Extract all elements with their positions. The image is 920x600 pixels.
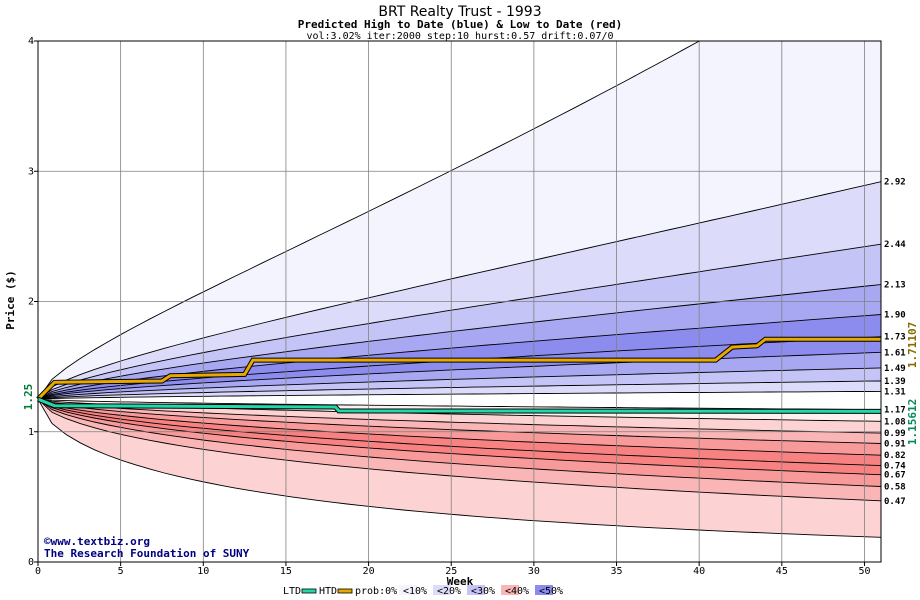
ltd-series-line xyxy=(37,397,882,413)
legend-swatch xyxy=(501,585,519,595)
x-tick-label: 0 xyxy=(35,566,41,577)
y-axis-label: Price ($) xyxy=(4,270,17,330)
x-tick-label: 10 xyxy=(197,566,209,577)
watermark-line-2: The Research Foundation of SUNY xyxy=(44,547,250,560)
right-value-label: 2.44 xyxy=(884,240,906,250)
right-value-label: 2.92 xyxy=(884,178,906,188)
right-value-label: 1.39 xyxy=(884,377,906,387)
htd-series-line xyxy=(36,337,881,401)
high-quantile-line-6 xyxy=(38,351,881,400)
right-value-label: 1.61 xyxy=(884,348,906,358)
high-band-3 xyxy=(38,284,881,400)
x-tick-label: 20 xyxy=(363,566,375,577)
legend-label: <10% xyxy=(403,586,427,597)
high-band-4 xyxy=(38,314,881,400)
right-value-label: 1.73 xyxy=(884,333,906,343)
axes: 0 5 10 15 20 25 30 35 40 45 50 0 1 2 3 4 2.92 2.44 2.13 1.9… xyxy=(28,36,906,577)
low-band-5 xyxy=(38,399,881,475)
chart-title: BRT Realty Trust - 1993 xyxy=(378,4,541,20)
high-band-2 xyxy=(38,244,881,400)
right-value-label: 0.91 xyxy=(884,439,906,449)
right-value-label: 1.31 xyxy=(884,387,906,397)
high-quantile-line-7 xyxy=(38,367,881,400)
high-band-6 xyxy=(38,352,881,400)
right-value-label: 1.49 xyxy=(884,364,906,374)
legend-label: <30% xyxy=(471,586,495,597)
legend-label: LTD xyxy=(283,586,301,597)
probability-bands xyxy=(38,41,881,538)
low-band-8 xyxy=(38,399,881,538)
legend-label: HTD xyxy=(319,586,337,597)
high-quantile-line-0 xyxy=(38,41,701,400)
low-band-6 xyxy=(38,399,881,487)
y-tick-label: 0 xyxy=(28,557,34,568)
low-quantile-line-8 xyxy=(38,398,881,502)
low-band-2 xyxy=(38,399,881,444)
right-value-label: 0.74 xyxy=(884,462,906,472)
x-tick-label: 35 xyxy=(611,566,623,577)
high-quantile-line-3 xyxy=(38,284,881,400)
low-quantile-line-0 xyxy=(38,398,881,411)
right-value-label: 0.82 xyxy=(884,451,906,461)
legend-label: prob:0% xyxy=(355,586,397,597)
series-lines xyxy=(36,336,882,414)
low-end-label: 1.15612 xyxy=(906,399,919,445)
legend-label: <40% xyxy=(505,586,529,597)
low-quantile-line-7 xyxy=(38,398,881,487)
x-tick-label: 25 xyxy=(445,566,457,577)
high-band-1 xyxy=(38,181,881,400)
right-value-label: 0.67 xyxy=(884,471,906,481)
low-quantile-line-4 xyxy=(38,398,881,456)
x-tick-label: 45 xyxy=(776,566,788,577)
legend-swatch xyxy=(535,585,553,595)
right-value-label: 2.13 xyxy=(884,281,906,291)
high-end-label: 1.71107 xyxy=(906,322,919,368)
legend-label: <20% xyxy=(437,586,461,597)
high-quantile-line-8 xyxy=(38,380,881,400)
legend: LTD HTD prob:0% <10% <20% <30% <40% <50% xyxy=(283,585,563,597)
low-quantile-line-5 xyxy=(38,398,881,467)
x-tick-label: 50 xyxy=(858,566,870,577)
low-band-4 xyxy=(38,399,881,466)
x-axis-label: Week xyxy=(447,575,474,588)
legend-swatch xyxy=(337,588,353,594)
right-value-label: 0.99 xyxy=(884,429,906,439)
right-value-label: 0.58 xyxy=(884,482,906,492)
y-tick-label: 3 xyxy=(28,166,34,177)
x-tick-label: 5 xyxy=(118,566,124,577)
right-value-label: 0.47 xyxy=(884,497,906,507)
start-price-label: 1.25 xyxy=(22,384,35,411)
x-tick-label: 15 xyxy=(280,566,292,577)
high-quantile-line-1 xyxy=(38,181,881,400)
right-value-label: 1.90 xyxy=(884,311,906,321)
high-band-8 xyxy=(38,381,881,400)
high-band-0 xyxy=(38,41,881,400)
high-quantile-line-2 xyxy=(38,243,881,400)
legend-swatch xyxy=(467,585,485,595)
y-tick-label: 2 xyxy=(28,297,34,308)
high-quantile-line-9 xyxy=(38,390,881,400)
low-quantile-line-9 xyxy=(38,398,881,538)
y-tick-label: 1 xyxy=(28,427,34,438)
low-quantile-line-2 xyxy=(38,398,881,434)
watermark-line-1: ©www.textbiz.org xyxy=(44,535,150,548)
y-tick-label: 4 xyxy=(28,36,34,47)
right-value-label: 1.17 xyxy=(884,406,906,416)
x-tick-label: 40 xyxy=(693,566,705,577)
low-quantile-line-3 xyxy=(38,398,881,444)
legend-swatch xyxy=(301,588,317,594)
legend-swatch xyxy=(433,585,451,595)
low-band-3 xyxy=(38,399,881,456)
legend-swatch xyxy=(399,585,417,595)
low-quantile-line-6 xyxy=(38,398,881,476)
high-band-5 xyxy=(38,336,881,400)
x-tick-label: 30 xyxy=(528,566,540,577)
low-band-7 xyxy=(38,399,881,501)
chart-params: vol:3.02% iter:2000 step:10 hurst:0.57 d… xyxy=(306,31,613,42)
right-value-label: 1.08 xyxy=(884,417,906,427)
legend-label: <50% xyxy=(539,586,563,597)
low-band-1 xyxy=(38,399,881,434)
chart-subtitle: Predicted High to Date (blue) & Low to D… xyxy=(298,18,623,31)
